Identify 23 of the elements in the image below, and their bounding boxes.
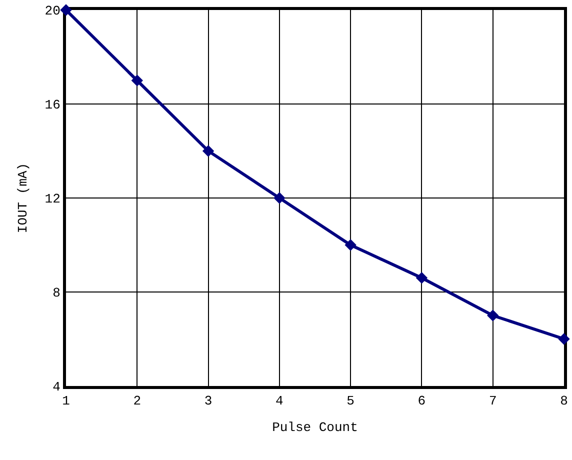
point — [416, 272, 428, 284]
point — [274, 192, 286, 204]
x-tick-label: 1 — [62, 394, 70, 409]
x-tick-label: 4 — [276, 394, 284, 409]
x-tick-label: 3 — [204, 394, 212, 409]
point — [202, 145, 214, 157]
y-tick-label: 16 — [44, 98, 60, 113]
x-axis-title: Pulse Count — [272, 420, 358, 436]
point — [344, 239, 356, 251]
x-tick-label: 7 — [488, 394, 497, 409]
point — [558, 333, 570, 345]
x-tick-label: 5 — [346, 394, 354, 409]
y-tick-label: 4 — [52, 380, 61, 395]
point — [487, 310, 499, 322]
y-tick-label: 8 — [52, 286, 60, 301]
y-tick-label: 20 — [44, 4, 60, 19]
x-tick-label: 6 — [418, 394, 426, 409]
x-tick-label: 2 — [133, 394, 142, 409]
y-axis-title: IOUT (mA) — [16, 162, 31, 234]
x-tick-label: 8 — [560, 394, 568, 409]
point — [131, 74, 143, 86]
point — [60, 4, 72, 16]
y-tick-label: 12 — [44, 192, 60, 207]
